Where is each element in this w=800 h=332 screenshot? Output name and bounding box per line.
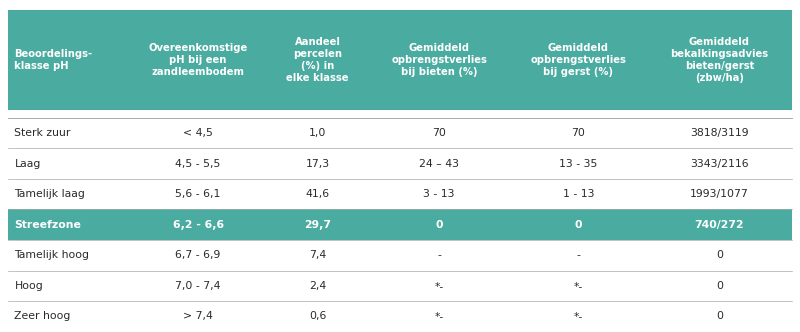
Bar	[369, 301, 510, 332]
Bar	[130, 118, 266, 148]
Text: Zeer hoog: Zeer hoog	[14, 311, 70, 321]
Bar	[369, 10, 510, 110]
Text: *-: *-	[574, 311, 583, 321]
Text: Sterk zuur: Sterk zuur	[14, 128, 70, 138]
Text: *-: *-	[574, 281, 583, 291]
Text: 3818/3119: 3818/3119	[690, 128, 749, 138]
Text: 2,4: 2,4	[309, 281, 326, 291]
Bar	[8, 209, 130, 240]
Text: -: -	[577, 250, 580, 260]
Text: 3343/2116: 3343/2116	[690, 159, 749, 169]
Text: 29,7: 29,7	[304, 220, 331, 230]
Bar	[266, 148, 369, 179]
Bar	[130, 271, 266, 301]
Bar	[130, 179, 266, 209]
Text: 0: 0	[716, 311, 723, 321]
Text: 0: 0	[716, 250, 723, 260]
Text: 0: 0	[574, 220, 582, 230]
Bar	[647, 10, 792, 110]
Text: 1 - 13: 1 - 13	[562, 189, 594, 199]
Text: Overeenkomstige
pH bij een
zandleembodem: Overeenkomstige pH bij een zandleembodem	[149, 43, 248, 77]
Text: Streefzone: Streefzone	[14, 220, 82, 230]
Text: 24 – 43: 24 – 43	[419, 159, 459, 169]
Text: 6,2 - 6,6: 6,2 - 6,6	[173, 220, 224, 230]
Bar	[266, 301, 369, 332]
Bar	[510, 10, 647, 110]
Text: 740/272: 740/272	[694, 220, 744, 230]
Bar	[130, 301, 266, 332]
Text: 3 - 13: 3 - 13	[423, 189, 455, 199]
Text: 17,3: 17,3	[306, 159, 330, 169]
Bar	[266, 209, 369, 240]
Text: 0: 0	[716, 281, 723, 291]
Text: 70: 70	[432, 128, 446, 138]
Text: > 7,4: > 7,4	[183, 311, 213, 321]
Text: Gemiddeld
bekalkingsadvies
bieten/gerst
(zbw/ha): Gemiddeld bekalkingsadvies bieten/gerst …	[670, 37, 769, 83]
Bar	[8, 118, 130, 148]
Bar	[8, 301, 130, 332]
Text: Laag: Laag	[14, 159, 41, 169]
Bar	[647, 209, 792, 240]
Bar	[647, 118, 792, 148]
Bar	[510, 179, 647, 209]
Bar	[130, 209, 266, 240]
Bar	[369, 148, 510, 179]
Bar	[647, 301, 792, 332]
Bar	[369, 179, 510, 209]
Text: Gemiddeld
opbrengstverlies
bij gerst (%): Gemiddeld opbrengstverlies bij gerst (%)	[530, 43, 626, 77]
Text: Hoog: Hoog	[14, 281, 43, 291]
Bar	[8, 271, 130, 301]
Text: Tamelijk laag: Tamelijk laag	[14, 189, 86, 199]
Bar	[130, 240, 266, 271]
Bar	[130, 10, 266, 110]
Text: *-: *-	[434, 281, 444, 291]
Text: Tamelijk hoog: Tamelijk hoog	[14, 250, 90, 260]
Bar	[369, 271, 510, 301]
Bar	[266, 179, 369, 209]
Bar	[510, 118, 647, 148]
Bar	[266, 271, 369, 301]
Text: 13 - 35: 13 - 35	[559, 159, 598, 169]
Text: 6,7 - 6,9: 6,7 - 6,9	[175, 250, 221, 260]
Text: 7,4: 7,4	[309, 250, 326, 260]
Bar	[510, 240, 647, 271]
Bar	[647, 179, 792, 209]
Bar	[8, 240, 130, 271]
Bar	[266, 10, 369, 110]
Text: -: -	[438, 250, 441, 260]
Text: Aandeel
percelen
(%) in
elke klasse: Aandeel percelen (%) in elke klasse	[286, 37, 349, 83]
Text: 7,0 - 7,4: 7,0 - 7,4	[175, 281, 221, 291]
Text: 0,6: 0,6	[309, 311, 326, 321]
Text: 70: 70	[571, 128, 586, 138]
Text: < 4,5: < 4,5	[183, 128, 213, 138]
Bar	[369, 209, 510, 240]
Bar	[8, 148, 130, 179]
Text: 1,0: 1,0	[309, 128, 326, 138]
Text: 5,6 - 6,1: 5,6 - 6,1	[175, 189, 221, 199]
Text: *-: *-	[434, 311, 444, 321]
Text: 4,5 - 5,5: 4,5 - 5,5	[175, 159, 221, 169]
Bar	[510, 271, 647, 301]
Bar	[369, 240, 510, 271]
Bar	[266, 240, 369, 271]
Text: Beoordelings-
klasse pH: Beoordelings- klasse pH	[14, 49, 93, 71]
Bar	[647, 271, 792, 301]
Text: Gemiddeld
opbrengstverlies
bij bieten (%): Gemiddeld opbrengstverlies bij bieten (%…	[391, 43, 487, 77]
Bar	[510, 209, 647, 240]
Text: 41,6: 41,6	[306, 189, 330, 199]
Bar	[510, 148, 647, 179]
Text: 0: 0	[435, 220, 443, 230]
Bar	[8, 10, 130, 110]
Bar	[130, 148, 266, 179]
Bar	[266, 118, 369, 148]
Bar	[647, 240, 792, 271]
Bar	[647, 148, 792, 179]
Bar	[369, 118, 510, 148]
Text: 1993/1077: 1993/1077	[690, 189, 749, 199]
Bar	[510, 301, 647, 332]
Bar	[8, 179, 130, 209]
